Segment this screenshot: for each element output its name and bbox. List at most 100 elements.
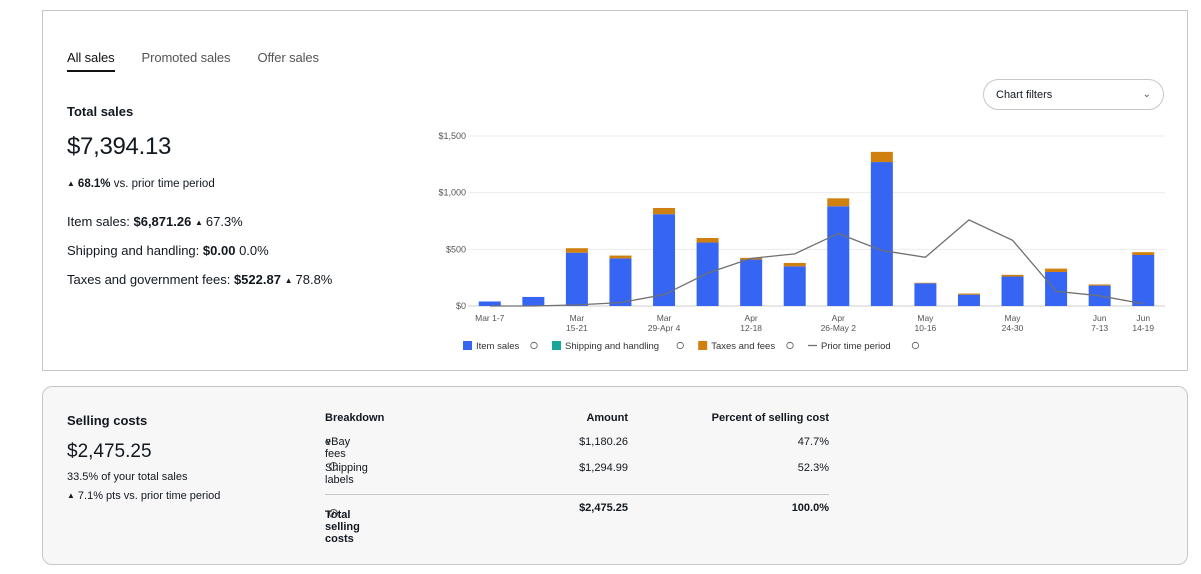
- selling-costs-value: $2,475.25: [67, 441, 152, 462]
- shipping-value: $0.00: [202, 243, 236, 258]
- info-icon: [786, 341, 794, 350]
- tab-all-sales[interactable]: All sales: [67, 50, 115, 72]
- bar-item-sales: [653, 214, 676, 306]
- total-percent: 100.0%: [791, 502, 829, 514]
- bar-taxes-and-fees: [783, 262, 806, 267]
- info-icon: [911, 341, 920, 350]
- y-tick-label: $500: [446, 244, 466, 254]
- total-sales-delta: ▲ 68.1% vs. prior time period: [67, 178, 367, 190]
- chevron-down-icon: ⌄: [1142, 89, 1151, 100]
- line-prior-time-period: [489, 219, 1144, 307]
- selling-costs-delta-text: 7.1% pts vs. prior time period: [77, 490, 221, 502]
- x-tick-label: Jun: [1136, 313, 1150, 323]
- legend-label: Prior time period: [821, 341, 891, 352]
- x-tick-label: 26-May 2: [821, 323, 857, 333]
- taxes-value: $522.87: [233, 272, 281, 287]
- bar-taxes-and-fees: [1001, 274, 1024, 277]
- chart-filters-label: Chart filters: [996, 88, 1053, 101]
- percent-header: Percent of selling cost: [711, 412, 829, 424]
- bar-item-sales: [957, 294, 980, 306]
- up-triangle-icon: ▲: [67, 491, 75, 500]
- breakdown-row-shipping-labels: Shipping labels i $1,294.99 52.3%: [325, 462, 829, 488]
- bar-taxes-and-fees: [870, 151, 893, 163]
- bar-taxes-and-fees: [653, 207, 676, 215]
- selling-costs-summary: Selling costs $2,475.25 33.5% of your to…: [67, 413, 220, 502]
- legend-swatch: [552, 341, 561, 350]
- amount-header: Amount: [586, 412, 628, 424]
- x-tick-label: Apr: [832, 313, 845, 323]
- bar-item-sales: [609, 258, 632, 306]
- breakdown-table: Breakdown Amount Percent of selling cost…: [325, 412, 829, 545]
- total-sales-delta-text: vs. prior time period: [113, 178, 215, 190]
- x-tick-label: 24-30: [1002, 323, 1024, 333]
- bar-item-sales: [1045, 272, 1068, 306]
- taxes-delta: 78.8%: [295, 272, 333, 287]
- x-tick-label: Jun: [1093, 313, 1107, 323]
- legend-swatch: [463, 341, 472, 350]
- breakdown-header-label: Breakdown: [325, 412, 385, 424]
- x-tick-label: 15-21: [566, 323, 588, 333]
- selling-costs-label: Selling costs: [67, 413, 148, 428]
- bar-item-sales: [565, 252, 588, 306]
- info-icon[interactable]: i: [329, 509, 338, 518]
- shipping-label: Shipping and handling:: [67, 243, 200, 258]
- bar-item-sales: [522, 296, 545, 306]
- bar-taxes-and-fees: [565, 248, 588, 253]
- breakdown-header: Breakdown Amount Percent of selling cost: [325, 412, 829, 436]
- selling-costs-delta: ▲ 7.1% pts vs. prior time period: [67, 490, 220, 502]
- row-amount: $1,294.99: [579, 462, 628, 474]
- row-percent: 47.7%: [797, 436, 829, 448]
- x-tick-label: 10-16: [915, 323, 937, 333]
- up-triangle-icon: ▲: [284, 276, 293, 285]
- x-tick-label: May: [917, 313, 934, 323]
- total-sales-delta-pct: 68.1%: [77, 178, 111, 190]
- bar-taxes-and-fees: [957, 293, 980, 295]
- bar-item-sales: [478, 301, 501, 306]
- chevron-down-icon[interactable]: ∨: [325, 436, 332, 446]
- up-triangle-icon: ▲: [194, 218, 203, 227]
- tab-offer-sales[interactable]: Offer sales: [257, 50, 319, 65]
- bar-taxes-and-fees: [1088, 284, 1111, 286]
- bar-taxes-and-fees: [696, 238, 719, 243]
- bar-item-sales: [914, 283, 937, 306]
- breakdown-row-ebay-fees[interactable]: ∨ eBay fees $1,180.26 47.7%: [325, 436, 829, 462]
- tab-promoted-sales[interactable]: Promoted sales: [141, 50, 231, 65]
- row-label: eBay fees: [325, 436, 351, 460]
- row-amount: $1,180.26: [579, 436, 628, 448]
- shipping-metric: Shipping and handling: $0.00 0.0%: [67, 236, 367, 265]
- row-percent: 52.3%: [797, 462, 829, 474]
- x-tick-label: May: [1005, 313, 1022, 323]
- selling-costs-pct: 33.5% of your total sales: [67, 471, 188, 483]
- shipping-delta: 0.0%: [239, 243, 269, 258]
- bar-item-sales: [1001, 276, 1024, 306]
- legend-label: Item sales: [476, 341, 520, 352]
- x-tick-label: Mar: [570, 313, 585, 323]
- taxes-metric: Taxes and government fees: $522.87 ▲ 78.8…: [67, 265, 367, 294]
- chart-filters-dropdown[interactable]: Chart filters ⌄: [983, 79, 1164, 110]
- x-tick-label: 14-19: [1132, 323, 1154, 333]
- x-tick-label: 29-Apr 4: [648, 323, 681, 333]
- legend-label: Taxes and fees: [711, 341, 775, 352]
- info-icon: [530, 341, 538, 350]
- x-tick-label: 12-18: [740, 323, 762, 333]
- x-tick-label: 7-13: [1091, 323, 1108, 333]
- bar-item-sales: [783, 266, 806, 306]
- sales-card: All sales Promoted sales Offer sales Tot…: [42, 10, 1188, 371]
- info-icon: [676, 341, 684, 350]
- bar-taxes-and-fees: [827, 198, 850, 207]
- legend-swatch: [698, 341, 708, 350]
- bar-taxes-and-fees: [1045, 268, 1068, 272]
- y-tick-label: $0: [456, 301, 466, 311]
- bar-item-sales: [1132, 255, 1155, 306]
- item-sales-metric: Item sales: $6,871.26 ▲ 67.3%: [67, 207, 367, 236]
- bar-taxes-and-fees: [914, 282, 937, 284]
- info-icon[interactable]: i: [329, 462, 338, 471]
- bar-item-sales: [870, 162, 893, 306]
- total-sales-label: Total sales: [67, 104, 134, 119]
- up-triangle-icon: ▲: [67, 179, 75, 188]
- y-tick-label: $1,000: [438, 188, 466, 198]
- bar-taxes-and-fees: [609, 255, 632, 259]
- bar-item-sales: [740, 259, 763, 306]
- breakdown-total-row: Total selling costs i $2,475.25 100.0%: [325, 494, 829, 545]
